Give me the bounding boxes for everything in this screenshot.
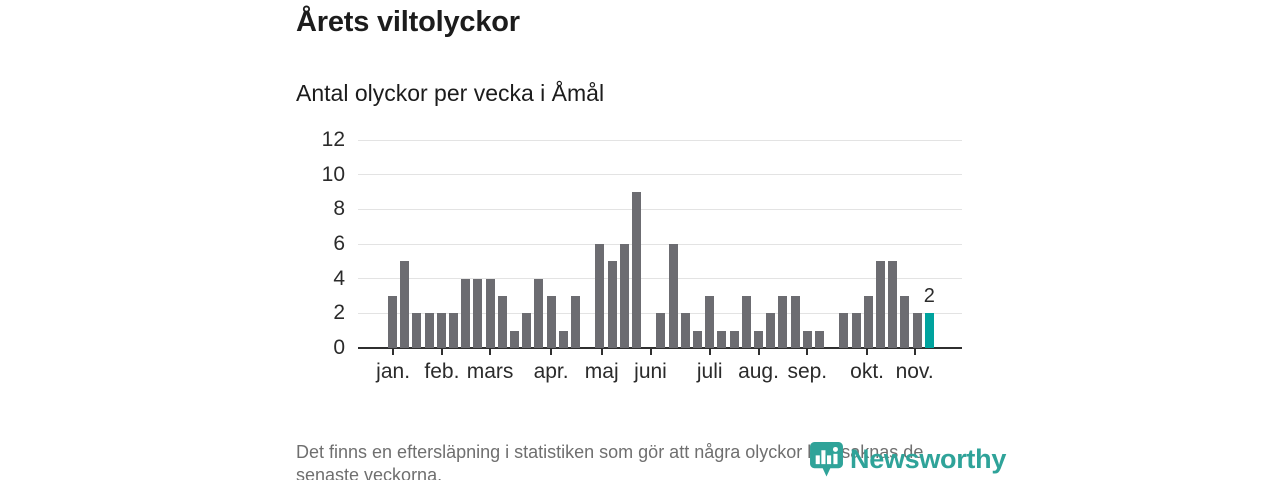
month-label: nov. (895, 360, 934, 383)
bar (888, 261, 898, 348)
y-axis-label: 10 (321, 162, 345, 186)
month-tick (806, 349, 809, 355)
y-axis-label: 4 (333, 266, 345, 290)
bar (912, 313, 922, 348)
gridline (358, 243, 962, 245)
bar (534, 278, 544, 348)
bar (412, 313, 422, 348)
chart-subtitle: Antal olyckor per vecka i Åmål (296, 80, 605, 106)
footnote-line: Det finns en eftersläpning i statistiken… (296, 442, 924, 462)
month-label: okt. (850, 360, 884, 383)
x-axis-line (358, 347, 962, 349)
bar (766, 313, 776, 348)
bar (546, 296, 556, 348)
bar (705, 296, 715, 348)
month-label: sep. (787, 360, 828, 383)
bar (424, 313, 434, 348)
month-tick (708, 349, 711, 355)
bar (388, 296, 397, 348)
month-tick (550, 349, 553, 355)
bar (790, 296, 800, 348)
bar (497, 296, 507, 348)
bar (485, 278, 495, 348)
bar (607, 261, 617, 348)
bar (400, 261, 410, 348)
bar-value-label: 2 (923, 285, 935, 308)
bar (717, 330, 727, 348)
bar (668, 244, 678, 348)
bar (558, 330, 568, 348)
gridline (358, 278, 962, 280)
bar (473, 278, 483, 348)
month-tick (489, 349, 492, 355)
month-tick (913, 349, 916, 355)
chart-title: Årets viltolyckor (296, 6, 520, 38)
bar (595, 244, 605, 348)
bar (449, 313, 458, 348)
gridline (358, 139, 962, 141)
newsworthy-logo[interactable]: Newsworthy (810, 442, 1006, 478)
y-axis-label: 0 (333, 336, 345, 359)
bar (619, 244, 629, 348)
y-axis-label: 12 (321, 128, 345, 151)
bar (851, 313, 861, 348)
month-label: maj (584, 360, 619, 383)
bar (815, 330, 824, 348)
bar (510, 330, 519, 348)
gridline (358, 208, 962, 210)
bar (802, 330, 812, 348)
month-tick (392, 349, 395, 355)
newsworthy-marker-icon (810, 442, 843, 477)
bar (436, 313, 446, 348)
bar (754, 330, 763, 348)
y-axis-label: 6 (333, 232, 345, 255)
month-label: aug. (738, 360, 779, 383)
footnote-line: senaste veckorna. (296, 465, 443, 480)
bar-highlighted (924, 313, 934, 348)
bar (461, 278, 471, 348)
month-tick (649, 349, 652, 355)
bar (778, 296, 788, 348)
bar (656, 313, 666, 348)
bar (839, 313, 849, 348)
y-axis-label: 8 (333, 197, 345, 221)
month-label: juni (634, 360, 667, 383)
month-tick (600, 349, 603, 355)
month-label: jan. (376, 360, 411, 383)
bar (680, 313, 690, 348)
bar (693, 330, 702, 348)
bar (876, 261, 885, 348)
bar (900, 296, 910, 348)
month-tick (866, 349, 869, 355)
bar (741, 296, 751, 348)
month-tick (440, 349, 443, 355)
bar (632, 192, 641, 348)
y-axis-label: 2 (333, 301, 345, 325)
month-label: feb. (424, 360, 460, 383)
bar (863, 296, 873, 348)
bar (571, 296, 580, 348)
month-tick (757, 349, 760, 355)
footnote: Det finns en eftersläpning i statistiken… (296, 441, 996, 480)
month-label: mars (466, 360, 514, 383)
bar (522, 313, 532, 348)
month-label: juli (696, 360, 723, 383)
gridline (358, 174, 962, 176)
newsworthy-wordmark: Newsworthy (850, 444, 1007, 474)
month-label: apr. (533, 360, 569, 383)
bar (729, 330, 739, 348)
